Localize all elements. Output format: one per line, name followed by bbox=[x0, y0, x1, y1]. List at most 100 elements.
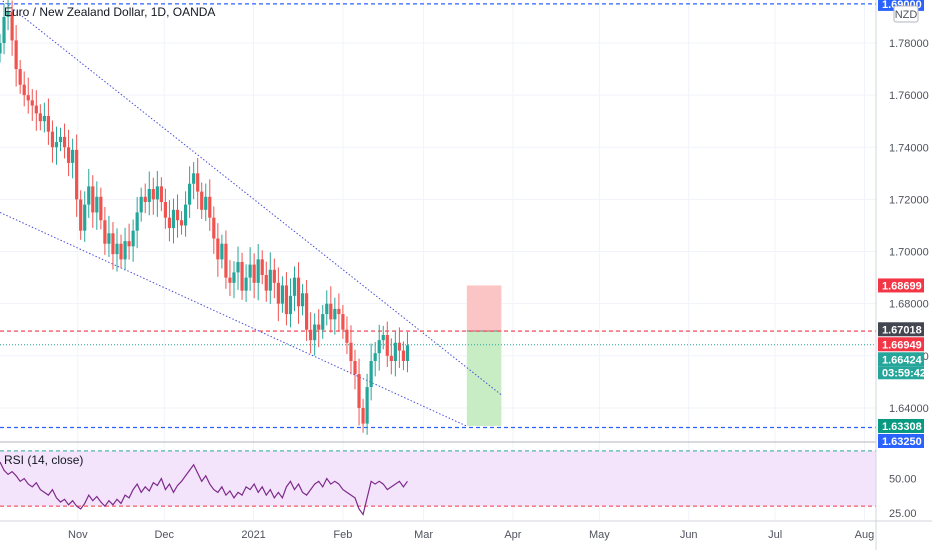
candle-body bbox=[276, 282, 280, 304]
candle-body bbox=[66, 147, 71, 163]
candle-body bbox=[175, 209, 180, 221]
candle-body bbox=[313, 324, 317, 341]
candle-body bbox=[2, 16, 6, 44]
descending-channel[interactable] bbox=[0, 0, 502, 427]
price-tag-label: 1.66424 bbox=[882, 354, 923, 366]
time-tick-label: Jun bbox=[680, 529, 698, 541]
candle-body bbox=[62, 136, 67, 148]
price-tag bbox=[878, 433, 924, 448]
rsi-line bbox=[0, 461, 408, 516]
candle-body bbox=[26, 95, 30, 101]
price-tag-label: 1.68699 bbox=[882, 280, 922, 292]
time-tick-label: Nov bbox=[68, 529, 88, 541]
candle-body bbox=[139, 196, 143, 213]
candle-body bbox=[10, 11, 14, 41]
candle-body bbox=[123, 241, 127, 260]
rsi-tick-label: 50.00 bbox=[889, 474, 917, 486]
rsi-label: RSI (14, close) bbox=[4, 453, 83, 467]
candle-body bbox=[305, 293, 309, 330]
candle-body bbox=[345, 329, 349, 343]
time-tick-label: 2021 bbox=[241, 529, 265, 541]
candle-body bbox=[131, 230, 135, 247]
price-tick-label: 1.78000 bbox=[889, 38, 929, 50]
channel-line bbox=[0, 0, 502, 396]
candle-body bbox=[171, 209, 176, 229]
candle-body bbox=[341, 314, 345, 330]
candle-body bbox=[127, 241, 131, 247]
candle-body bbox=[151, 188, 155, 200]
candle-body bbox=[248, 264, 252, 278]
candle-body bbox=[208, 196, 212, 218]
candle-body bbox=[188, 183, 192, 205]
time-tick-label: Apr bbox=[504, 529, 521, 541]
price-tick-label: 1.72000 bbox=[889, 194, 929, 206]
price-tick-label: 1.64000 bbox=[889, 403, 929, 415]
time-tick-label: Feb bbox=[333, 529, 352, 541]
price-tag bbox=[878, 337, 924, 352]
rsi-band bbox=[0, 450, 876, 507]
candle-body bbox=[54, 142, 59, 148]
candle-body bbox=[317, 324, 321, 330]
candle-body bbox=[46, 115, 51, 132]
price-tag bbox=[878, 278, 924, 293]
candle-body bbox=[212, 217, 216, 239]
candle-body bbox=[0, 43, 2, 54]
countdown-tag bbox=[878, 366, 924, 380]
candlestick-series bbox=[0, 0, 410, 435]
candle-body bbox=[401, 350, 406, 362]
candle-body bbox=[381, 334, 385, 341]
candle-body bbox=[91, 186, 95, 213]
candle-body bbox=[143, 196, 147, 203]
candle-body bbox=[18, 69, 22, 85]
price-tag bbox=[878, 0, 924, 11]
candle-body bbox=[361, 407, 365, 424]
candle-body bbox=[228, 277, 232, 283]
price-tick-label: 1.74000 bbox=[889, 142, 929, 154]
candle-body bbox=[329, 303, 333, 320]
horizontal-levels[interactable] bbox=[0, 3, 876, 429]
chart-title: Euro / New Zealand Dollar, 1D, OANDA bbox=[4, 5, 215, 19]
rsi-pane: RSI (14, close) bbox=[0, 441, 876, 516]
candle-body bbox=[349, 342, 353, 362]
candle-body bbox=[115, 243, 119, 255]
candle-body bbox=[365, 387, 369, 424]
candle-body bbox=[71, 149, 75, 163]
candle-body bbox=[99, 196, 103, 221]
candle-body bbox=[159, 186, 163, 203]
price-tag bbox=[878, 352, 924, 367]
candle-body bbox=[179, 220, 184, 226]
channel-line bbox=[0, 211, 468, 427]
candle-body bbox=[22, 84, 26, 96]
candle-body bbox=[280, 285, 284, 304]
candle-body bbox=[333, 308, 337, 320]
candle-body bbox=[232, 272, 236, 283]
candle-body bbox=[397, 342, 401, 351]
time-tick-label: Jul bbox=[768, 529, 782, 541]
candle-body bbox=[196, 173, 200, 192]
candle-body bbox=[192, 173, 196, 184]
candle-body bbox=[107, 233, 111, 244]
price-tick-label: 1.70000 bbox=[889, 247, 929, 259]
candle-body bbox=[353, 361, 357, 375]
grid bbox=[0, 0, 876, 520]
candle-body bbox=[300, 293, 305, 307]
candle-body bbox=[87, 186, 91, 205]
time-tick-label: Dec bbox=[154, 529, 174, 541]
long-position-tool[interactable] bbox=[466, 285, 502, 426]
candle-body bbox=[50, 131, 55, 148]
candle-body bbox=[405, 345, 410, 362]
candle-body bbox=[272, 269, 276, 283]
candle-body bbox=[252, 264, 256, 283]
candle-body bbox=[321, 314, 325, 330]
candle-body bbox=[373, 353, 377, 362]
candle-body bbox=[393, 342, 397, 362]
candle-body bbox=[377, 340, 381, 354]
price-tag bbox=[878, 322, 924, 337]
currency-badge[interactable]: NZD bbox=[893, 5, 919, 23]
candle-body bbox=[30, 100, 34, 106]
candle-body bbox=[264, 275, 268, 291]
candle-body bbox=[288, 295, 293, 315]
candle-body bbox=[284, 285, 289, 315]
